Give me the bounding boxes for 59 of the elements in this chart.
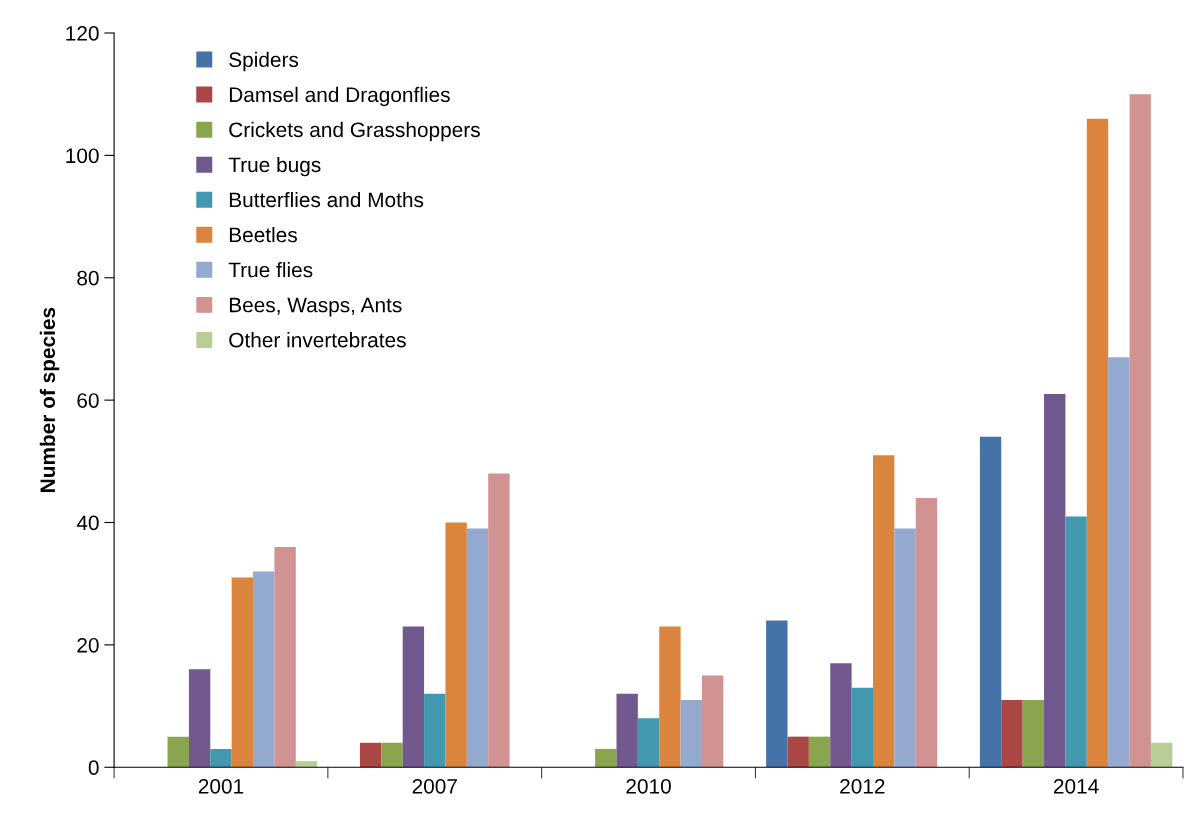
legend-label: Spiders xyxy=(229,51,299,72)
legend-label: Other invertebrates xyxy=(229,332,406,348)
bar xyxy=(424,693,446,768)
bar xyxy=(1044,394,1066,768)
bar xyxy=(659,626,681,768)
bar xyxy=(701,675,724,768)
bar xyxy=(830,663,852,768)
bar xyxy=(231,577,254,768)
bar xyxy=(274,546,296,768)
y-axis-title: Number of species xyxy=(39,307,60,492)
bar xyxy=(188,669,211,768)
x-tick-label: 2007 xyxy=(412,778,457,794)
bar xyxy=(466,528,489,768)
x-tick-label: 2010 xyxy=(626,778,671,794)
bar xyxy=(1150,742,1173,768)
bar xyxy=(979,436,1002,768)
bar xyxy=(488,473,510,768)
bar xyxy=(1086,118,1109,768)
y-tick-label: 40 xyxy=(76,515,99,531)
legend-label: Butterflies and Moths xyxy=(229,191,424,208)
legend-label: Beetles xyxy=(229,226,297,243)
bar xyxy=(1108,357,1130,768)
y-tick-label: 0 xyxy=(88,760,99,775)
bar xyxy=(253,571,275,768)
y-tick-label: 60 xyxy=(77,393,99,408)
bar xyxy=(1129,94,1151,768)
x-tick-label: 2012 xyxy=(840,778,885,794)
legend-label: True bugs xyxy=(228,156,321,177)
y-tick-label: 120 xyxy=(66,26,99,41)
legend-label: Damsel and Dragonflies xyxy=(229,86,450,107)
bar xyxy=(787,736,809,768)
bar xyxy=(616,693,638,768)
bar xyxy=(1001,699,1023,768)
bar xyxy=(680,699,702,768)
legend-label: Crickets and Grasshoppers xyxy=(229,121,480,142)
bar xyxy=(402,626,425,768)
legend-label: Bees, Wasps, Ants xyxy=(229,297,402,317)
bar xyxy=(445,522,467,768)
bar xyxy=(359,742,382,768)
bar xyxy=(1065,516,1087,768)
bar xyxy=(167,736,189,768)
y-tick-label: 100 xyxy=(66,148,99,164)
bar xyxy=(381,742,403,768)
bar xyxy=(210,748,232,768)
legend-label: True flies xyxy=(228,262,313,278)
bar xyxy=(894,528,916,768)
y-tick-label: 20 xyxy=(77,637,99,653)
x-tick-label: 2014 xyxy=(1053,778,1099,794)
bar xyxy=(1022,699,1045,768)
bar xyxy=(595,748,617,768)
bar xyxy=(851,687,874,768)
bar xyxy=(637,718,660,768)
bar xyxy=(873,455,895,768)
bar xyxy=(915,498,938,768)
bar xyxy=(295,761,318,768)
x-tick-label: 2001 xyxy=(198,778,244,794)
bar xyxy=(766,620,788,768)
bar xyxy=(808,736,831,768)
y-tick-label: 80 xyxy=(77,270,99,286)
